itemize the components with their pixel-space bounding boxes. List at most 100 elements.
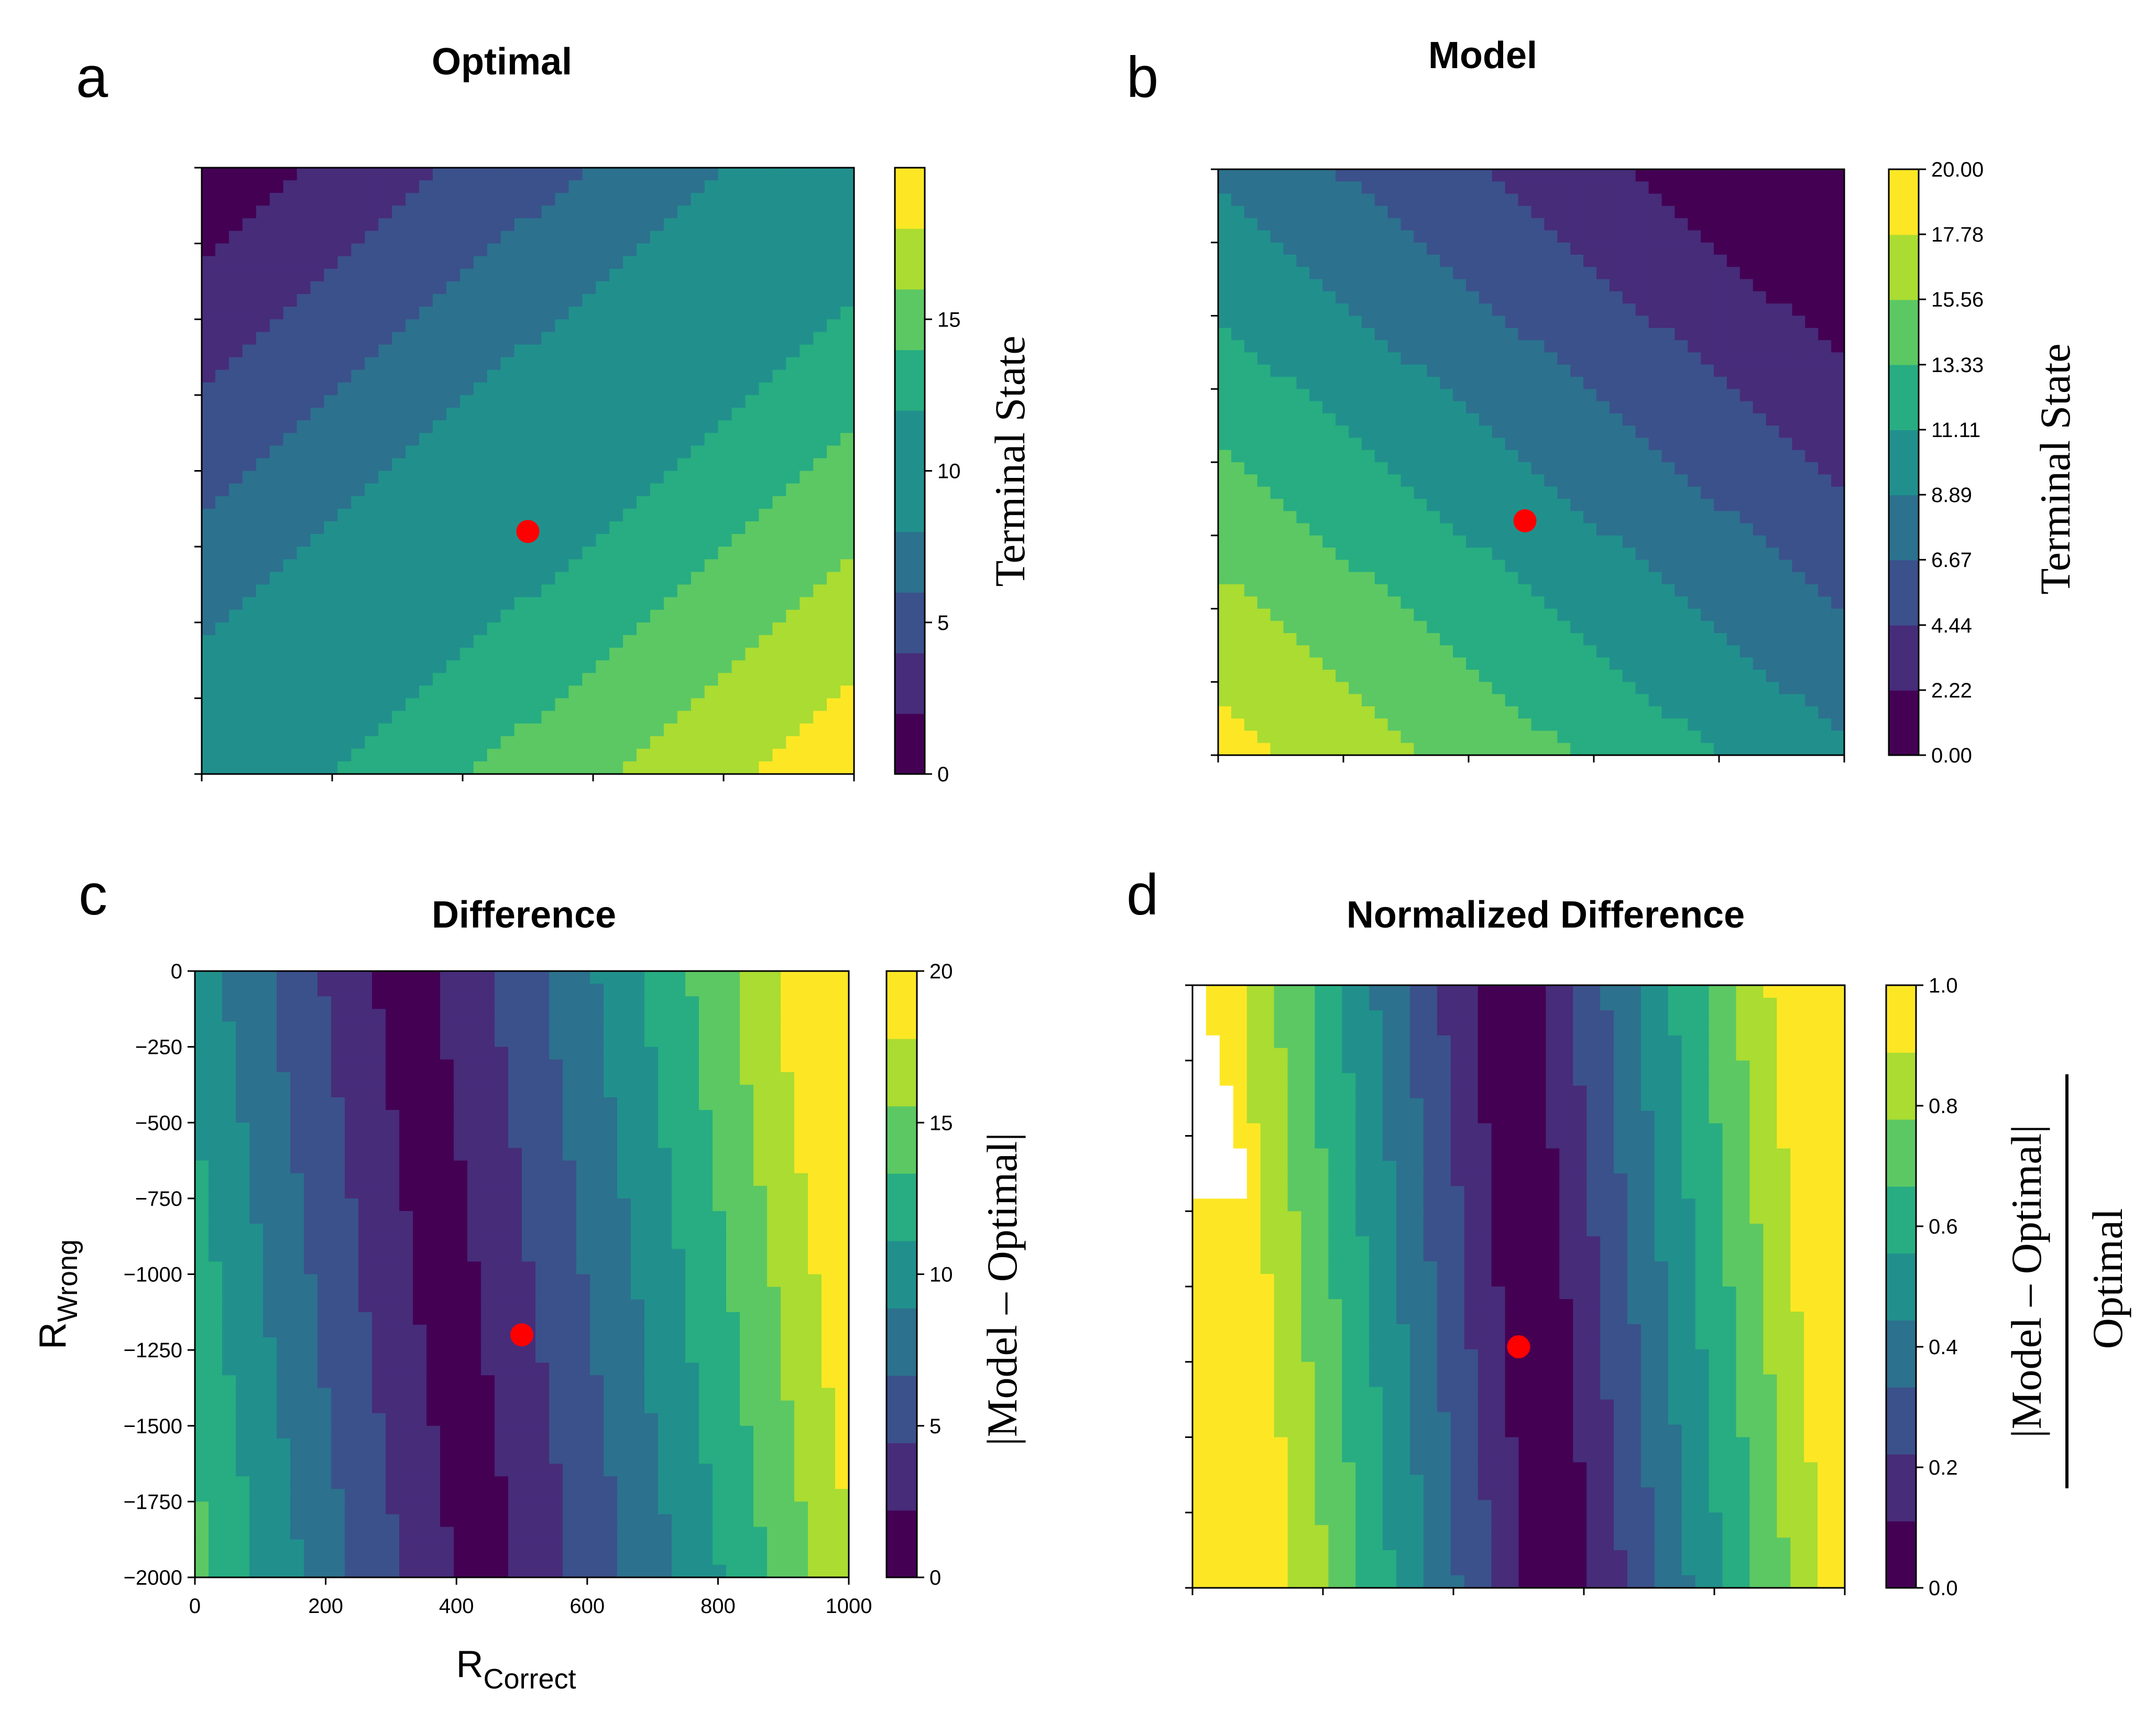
contour-cell [568, 711, 583, 724]
contour-cell [514, 572, 529, 585]
contour-cell [297, 205, 311, 219]
contour-cell [1257, 682, 1271, 695]
contour-cell [1270, 426, 1284, 439]
contour-cell [1596, 438, 1610, 451]
contour-cell [324, 673, 338, 686]
contour-cell [432, 597, 447, 611]
contour-cell [1792, 498, 1806, 512]
contour-cell [731, 256, 746, 269]
contour-cell [786, 344, 801, 358]
contour-cell [759, 408, 773, 421]
contour-cell [440, 971, 454, 985]
contour-cell [827, 180, 841, 194]
contour-cell [596, 609, 610, 623]
contour-cell [446, 534, 461, 548]
contour-cell [1309, 450, 1323, 463]
contour-cell [1453, 511, 1466, 524]
contour-cell [1361, 193, 1375, 206]
contour-cell [1414, 377, 1428, 390]
contour-cell [1531, 352, 1545, 365]
contour-cell [426, 1021, 441, 1035]
contour-cell [1518, 377, 1532, 390]
contour-cell [1596, 608, 1610, 622]
contour-cell [555, 584, 570, 598]
contour-cell [568, 547, 583, 560]
contour-cell [1336, 731, 1349, 744]
contour-cell [1349, 462, 1362, 475]
contour-cell [1635, 694, 1649, 707]
contour-cell [1648, 364, 1662, 377]
contour-cell [1805, 498, 1819, 512]
contour-cell [1792, 291, 1806, 304]
contour-cell [555, 698, 570, 712]
contour-cell [1492, 426, 1506, 439]
contour-cell [1427, 450, 1441, 463]
contour-cell [759, 685, 773, 699]
contour-cell [365, 723, 379, 737]
contour-cell [1257, 620, 1271, 634]
contour-cell [1322, 474, 1337, 487]
contour-cell [1766, 560, 1780, 573]
contour-cell [228, 648, 243, 661]
contour-cell [800, 635, 814, 648]
contour-cell [1466, 364, 1480, 377]
contour-cell [772, 496, 787, 509]
contour-cell [840, 521, 854, 535]
contour-cell [406, 698, 420, 712]
contour-cell [1244, 205, 1258, 219]
contour-cell [1361, 352, 1375, 365]
contour-cell [1726, 242, 1741, 256]
contour-cell [528, 395, 542, 408]
contour-cell [650, 433, 664, 446]
contour-cell [365, 471, 379, 484]
contour-cell [1648, 255, 1662, 268]
contour-cell [297, 382, 311, 396]
contour-cell [541, 256, 556, 269]
contour-cell [1427, 242, 1441, 256]
contour-cell [331, 1059, 345, 1073]
contour-cell [1218, 535, 1232, 549]
contour-cell [1453, 498, 1466, 512]
contour-cell [1714, 584, 1727, 597]
contour-cell [800, 395, 814, 408]
contour-cell [195, 1009, 209, 1022]
contour-cell [1270, 328, 1284, 341]
contour-cell [263, 1059, 277, 1073]
contour-cell [772, 673, 787, 686]
contour-cell [351, 382, 366, 396]
contour-cell [800, 483, 814, 497]
contour-cell [1387, 645, 1402, 658]
contour-cell [582, 256, 597, 269]
contour-cell [209, 1009, 223, 1022]
contour-cell [1805, 743, 1819, 755]
contour-cell [202, 243, 216, 257]
contour-cell [1531, 560, 1545, 573]
contour-cell [1479, 486, 1493, 499]
contour-cell [1244, 364, 1258, 377]
contour-cell [745, 597, 760, 611]
contour-cell [677, 609, 692, 623]
contour-cell [663, 205, 678, 219]
contour-cell [1231, 548, 1245, 561]
contour-cell [283, 281, 298, 295]
contour-cell [1531, 389, 1545, 402]
contour-cell [1818, 426, 1832, 439]
contour-cell [297, 231, 311, 244]
contour-cell [1818, 303, 1832, 317]
contour-cell [1296, 218, 1310, 231]
contour-cell [1387, 498, 1402, 512]
contour-cell [650, 496, 664, 509]
contour-cell [1349, 706, 1362, 720]
contour-cell [1701, 389, 1714, 402]
contour-cell [500, 748, 515, 762]
contour-cell [704, 584, 719, 598]
contour-cell [297, 597, 311, 611]
contour-cell [446, 660, 461, 674]
contour-cell [704, 180, 719, 194]
contour-cell [372, 1021, 386, 1035]
contour-cell [1739, 291, 1754, 304]
contour-cell [1322, 682, 1337, 695]
contour-cell [256, 483, 270, 497]
contour-cell [1622, 633, 1636, 646]
contour-cell [1531, 364, 1545, 377]
